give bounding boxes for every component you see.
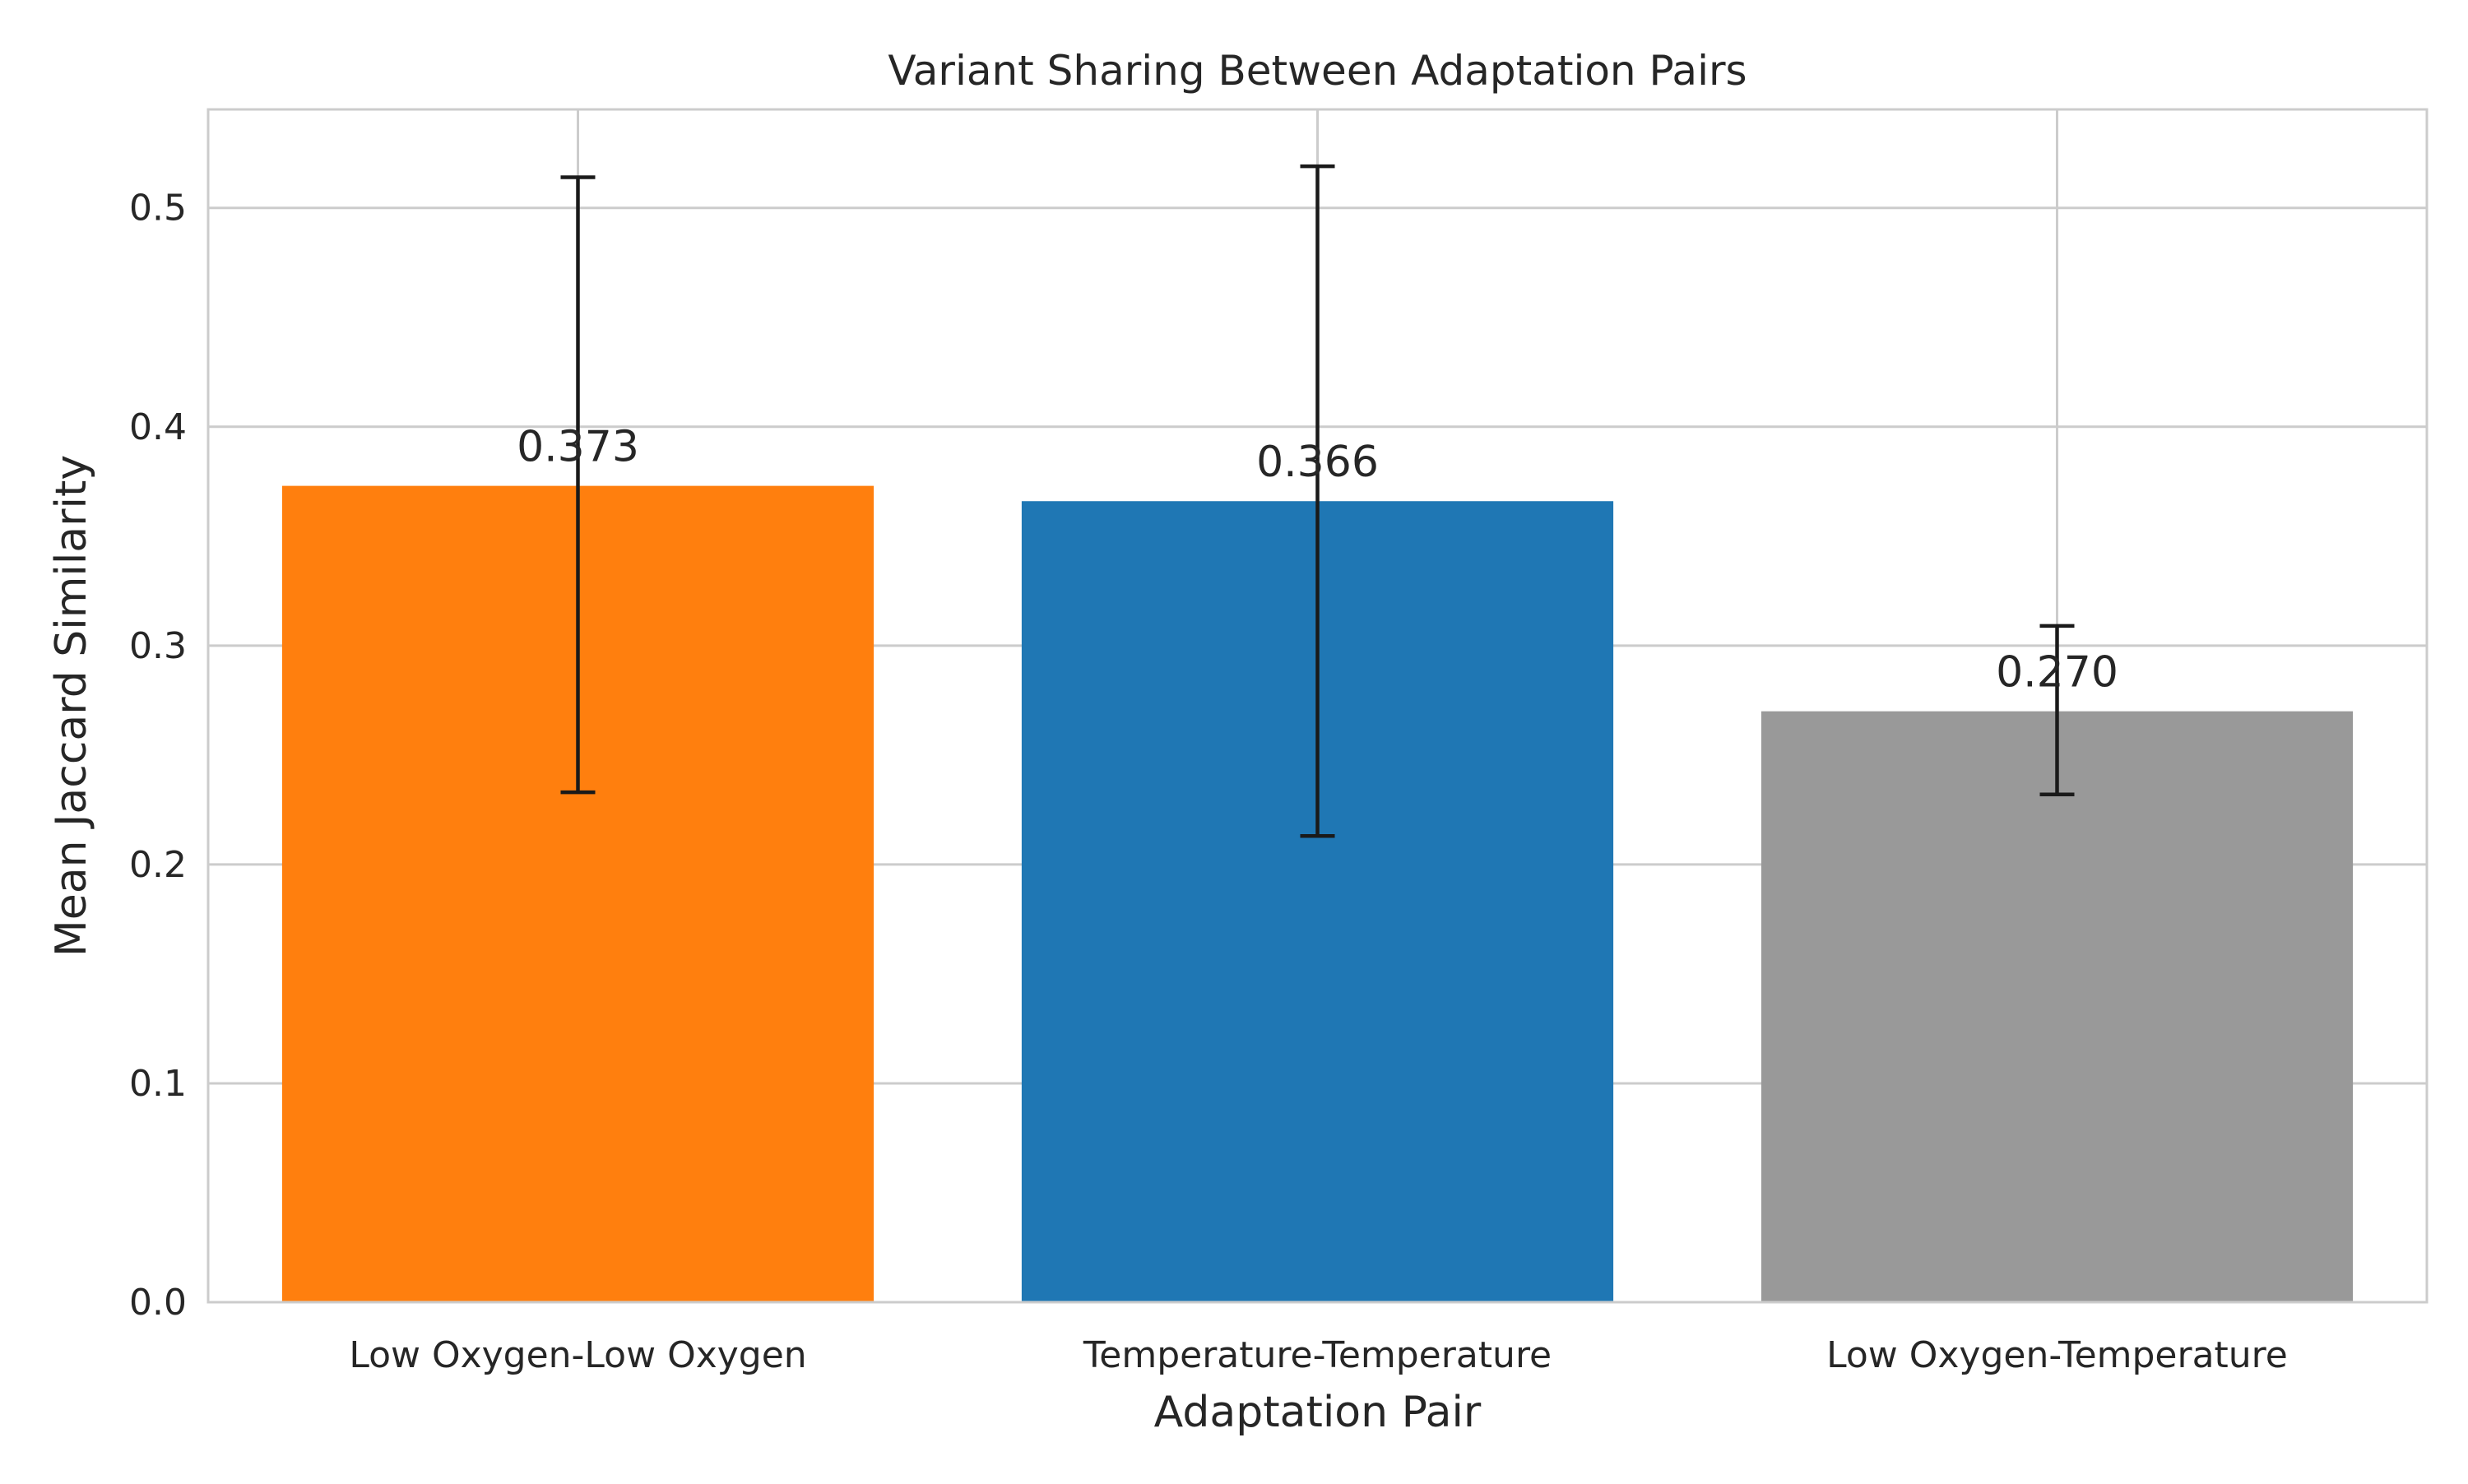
y-axis-label: Mean Jaccard Similarity xyxy=(47,455,96,957)
x-tick-label: Low Oxygen-Low Oxygen xyxy=(349,1334,806,1376)
data-label: 0.366 xyxy=(1256,438,1379,487)
plot-frame xyxy=(206,108,2429,1304)
y-tick-label: 0.0 xyxy=(129,1282,187,1324)
bar xyxy=(1761,711,2354,1302)
y-tick-labels: 0.0 0.1 0.2 0.3 0.4 0.5 xyxy=(129,188,187,1324)
data-label: 0.270 xyxy=(1996,648,2118,698)
x-tick-labels: Low Oxygen-Low Oxygen Temperature-Tempera… xyxy=(349,1334,2288,1376)
x-tick-label: Temperature-Temperature xyxy=(1083,1334,1552,1376)
y-tick-label: 0.4 xyxy=(129,406,187,448)
y-tick-label: 0.1 xyxy=(129,1063,187,1105)
error-bars xyxy=(560,164,2075,838)
data-labels: 0.373 0.366 0.270 xyxy=(517,423,2118,698)
x-axis-label: Adaptation Pair xyxy=(1154,1388,1482,1437)
y-tick-label: 0.2 xyxy=(129,844,187,886)
data-label: 0.373 xyxy=(517,423,639,472)
y-tick-label: 0.5 xyxy=(129,188,187,230)
x-tick-label: Low Oxygen-Temperature xyxy=(1826,1334,2288,1376)
chart-title: Variant Sharing Between Adaptation Pairs xyxy=(888,47,1747,95)
y-tick-label: 0.3 xyxy=(129,625,187,667)
